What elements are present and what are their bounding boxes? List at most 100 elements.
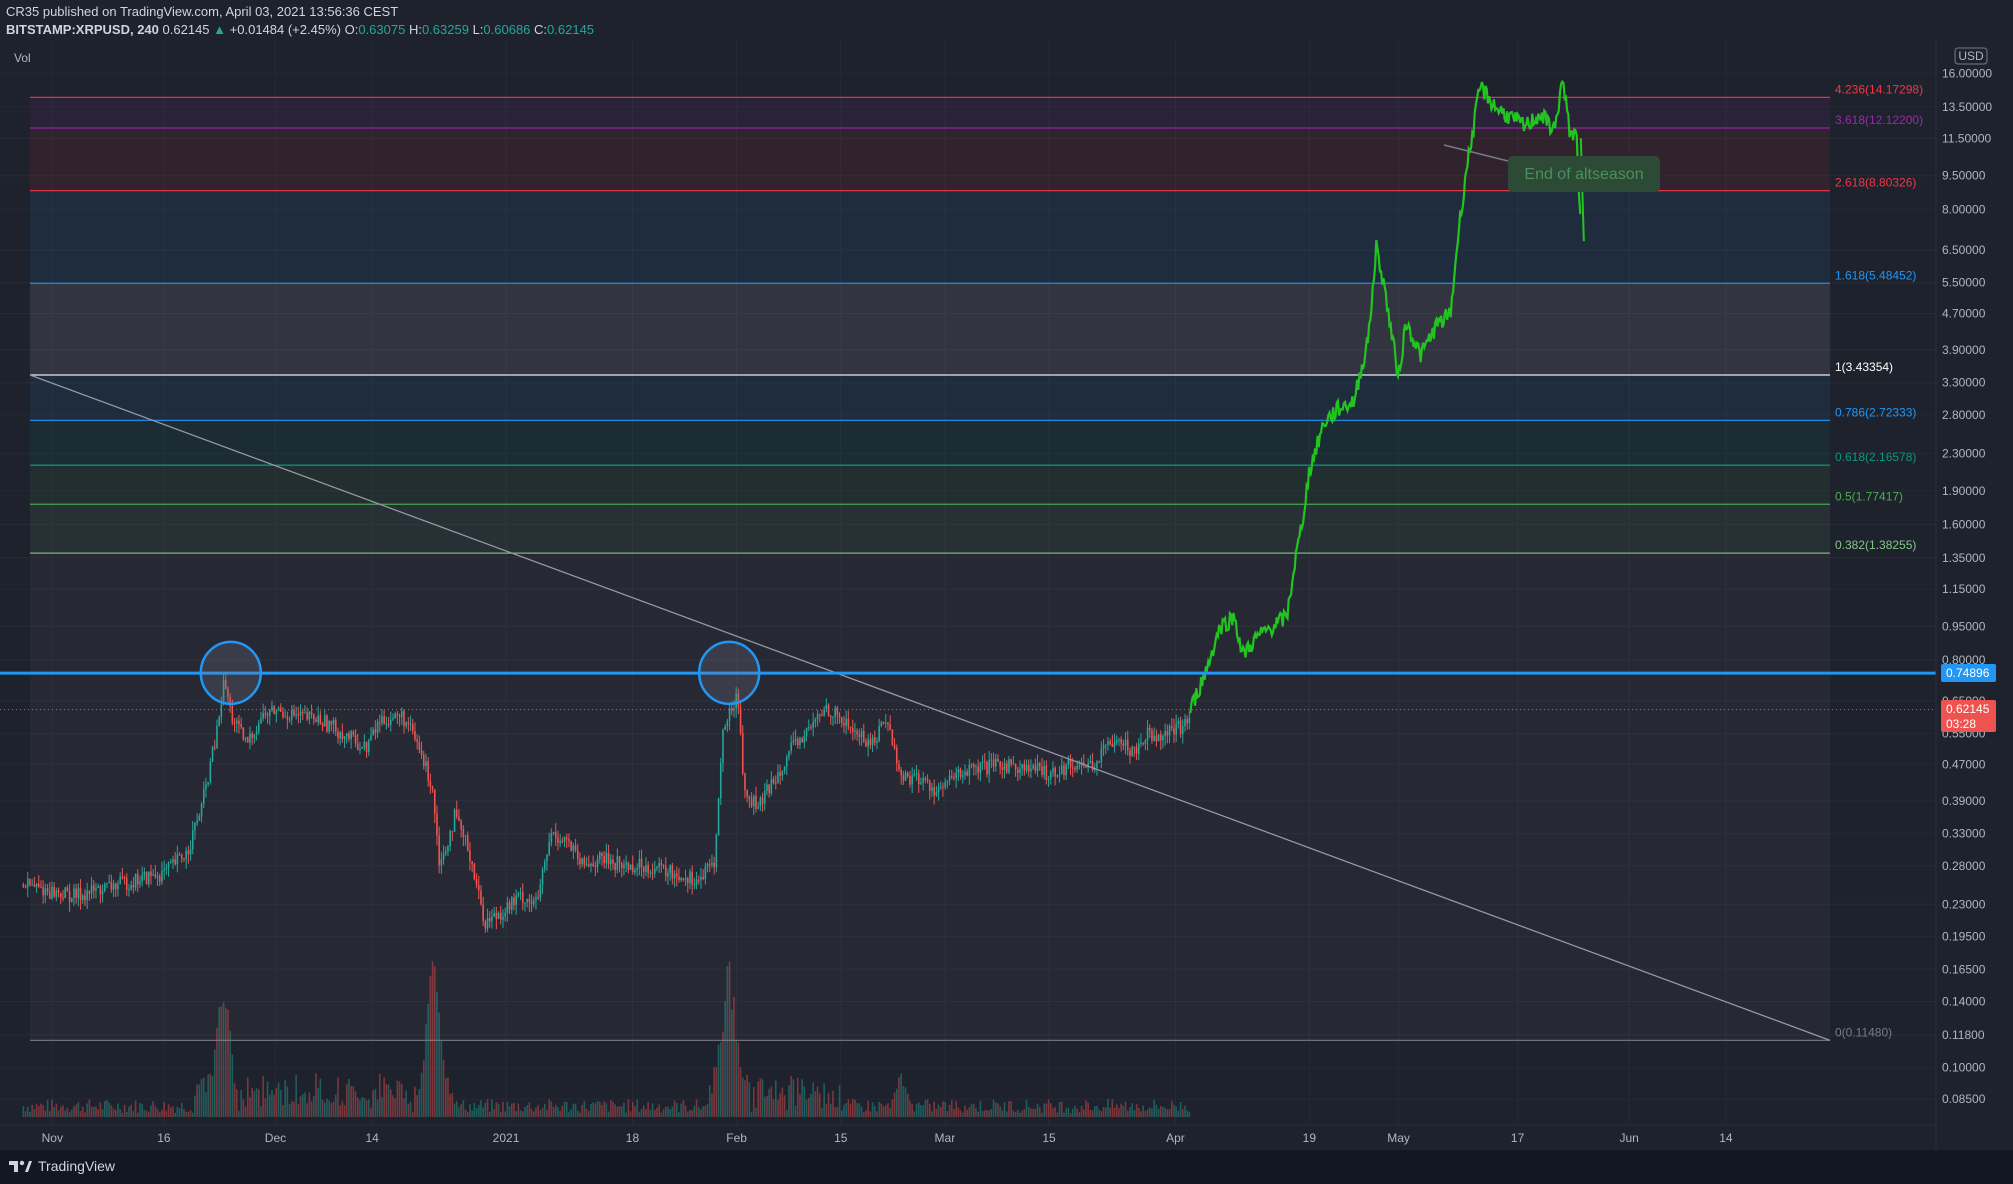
candle-body	[860, 731, 863, 737]
candle-body	[662, 864, 665, 867]
volume-bar	[429, 976, 432, 1117]
volume-bar	[1113, 1107, 1116, 1117]
candle-body	[464, 835, 467, 837]
volume-bar	[669, 1109, 671, 1117]
volume-bar	[1168, 1109, 1171, 1117]
volume-bar	[438, 1012, 440, 1117]
volume-bar	[37, 1106, 40, 1117]
candle-body	[702, 876, 704, 880]
volume-bar	[253, 1090, 256, 1117]
volume-bar	[453, 1103, 456, 1117]
volume-bar	[255, 1088, 258, 1117]
volume-bar	[24, 1111, 27, 1117]
volume-bar	[920, 1104, 922, 1117]
volume-bar	[741, 1077, 744, 1117]
volume-bar	[123, 1104, 126, 1117]
volume-bar	[328, 1100, 330, 1117]
volume-bar	[772, 1099, 775, 1117]
volume-bar	[321, 1099, 324, 1117]
volume-bar	[658, 1104, 660, 1117]
volume-bar	[662, 1109, 665, 1117]
candle-body	[101, 890, 104, 895]
up-arrow-icon: ▲	[213, 22, 227, 37]
candle-body	[554, 832, 557, 838]
volume-bar	[1179, 1102, 1182, 1117]
volume-bar	[719, 1042, 722, 1117]
candle-body	[1058, 773, 1061, 776]
volume-bar	[497, 1103, 500, 1117]
candle-body	[328, 721, 330, 732]
time-tick-label: 18	[626, 1131, 640, 1145]
candle-body	[953, 777, 955, 779]
volume-bar	[964, 1105, 966, 1117]
trendline	[29, 374, 1831, 1041]
volume-bar	[207, 1074, 209, 1117]
volume-bar	[262, 1075, 264, 1117]
volume-bar	[407, 1103, 410, 1117]
volume-bar	[1045, 1103, 1048, 1117]
drawings[interactable]	[0, 374, 1936, 1041]
price-change: +0.01484 (+2.45%)	[229, 22, 341, 37]
fib-level-label: 0.382(1.38255)	[1835, 538, 1916, 552]
candle-body	[216, 725, 218, 749]
candle-body	[994, 758, 997, 767]
volume-bar	[1063, 1112, 1065, 1117]
volume-bar	[893, 1092, 896, 1117]
candle-body	[609, 859, 612, 865]
volume-bar	[231, 1054, 234, 1117]
volume-bar	[979, 1100, 982, 1117]
candle-body	[574, 845, 577, 851]
candle-body	[183, 858, 185, 860]
candle-body	[304, 712, 306, 714]
volume-bar	[557, 1106, 559, 1117]
volume-bar	[345, 1084, 348, 1117]
candle-body	[103, 883, 106, 891]
volume-bar	[623, 1102, 625, 1117]
candle-body	[200, 803, 203, 817]
candle-body	[119, 876, 121, 884]
volume-bar	[57, 1110, 60, 1117]
volume-bar	[887, 1103, 889, 1117]
candle-body	[904, 772, 907, 781]
volume-bar	[425, 1024, 427, 1117]
tradingview-logo[interactable]: TradingView	[8, 1158, 115, 1174]
highlight-circle	[697, 640, 761, 706]
volume-bar	[216, 1027, 218, 1117]
candle-body	[1166, 731, 1169, 736]
price-tick-label: 3.30000	[1942, 376, 1986, 390]
candle-body	[257, 723, 260, 732]
price-chart[interactable]: 4.236(14.17298) 3.618(12.12200) 2.618(8.80…	[0, 40, 2013, 1150]
volume-bar	[121, 1112, 124, 1117]
volume-bar	[768, 1088, 770, 1117]
annotation[interactable]: End of altseason	[1443, 144, 1660, 192]
candle-body	[136, 873, 139, 885]
volume-bar	[568, 1111, 570, 1117]
price-tick-label: 1.35000	[1942, 551, 1986, 565]
volume-bar	[396, 1080, 399, 1117]
candle-body	[75, 888, 77, 898]
candle-body	[867, 739, 869, 747]
price-axis[interactable]: 16.00000 13.50000 11.50000 9.50000 8.00000 6.…	[1942, 67, 1992, 1107]
highlight-circle	[199, 640, 263, 706]
symbol-name[interactable]: BITSTAMP:XRPUSD, 240	[6, 22, 159, 37]
time-axis[interactable]: Nov 16 Dec 14 2021 18 Feb 15 Mar 15 Apr 19 May 17 Jun 1…	[42, 1131, 1733, 1145]
candle-body	[605, 852, 608, 864]
volume-bar	[832, 1090, 834, 1117]
volume-bar	[1093, 1106, 1096, 1117]
volume-bar	[612, 1101, 614, 1117]
candle-body	[1129, 750, 1131, 756]
candle-body	[92, 885, 95, 891]
candle-body	[895, 747, 898, 764]
volume-bar	[504, 1111, 506, 1117]
fib-zone	[30, 283, 1830, 375]
candle-body	[185, 850, 187, 860]
candle-body	[110, 881, 113, 890]
volume-bar	[713, 1067, 715, 1117]
price-tick-label: 1.60000	[1942, 517, 1986, 531]
volume-bar	[350, 1085, 352, 1117]
candle-body	[473, 863, 476, 880]
currency-label: USD	[1958, 49, 1984, 63]
volume-bar	[286, 1086, 289, 1117]
volume-bar	[1074, 1105, 1076, 1117]
candle-body	[814, 719, 817, 722]
